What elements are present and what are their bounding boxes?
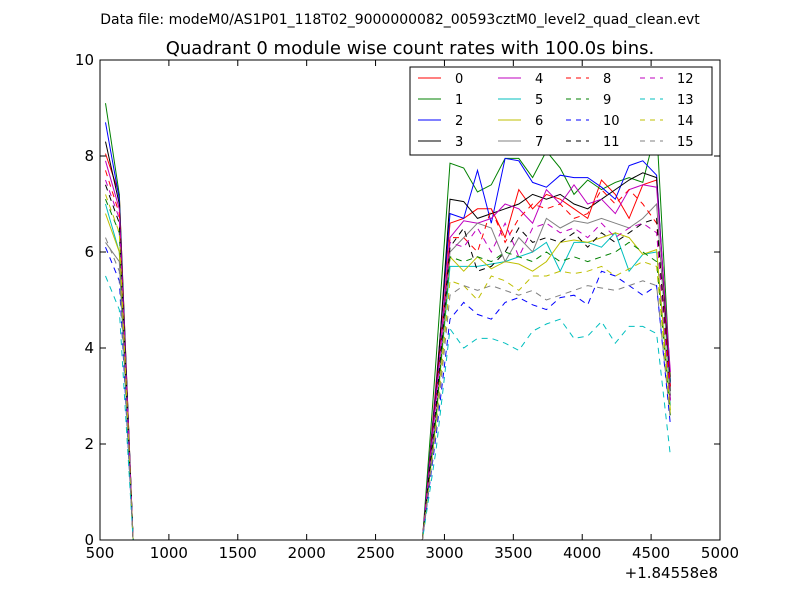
legend-label-14: 14 (677, 114, 694, 129)
x-tick-label: 5000 (701, 544, 739, 562)
legend-label-13: 13 (677, 93, 694, 108)
series-line-8 (105, 170, 671, 541)
y-tick-label: 6 (84, 243, 94, 261)
legend-label-9: 9 (603, 93, 611, 108)
series-line-15 (105, 237, 671, 541)
x-tick-label: 1000 (150, 544, 188, 562)
x-tick-label: 2500 (356, 544, 394, 562)
legend-label-7: 7 (535, 135, 543, 150)
y-tick-label: 10 (75, 51, 94, 69)
legend-label-11: 11 (603, 135, 620, 150)
series-line-14 (105, 194, 671, 541)
x-offset-label: +1.84558e8 (625, 564, 718, 582)
legend-label-1: 1 (455, 93, 463, 108)
legend-label-8: 8 (603, 72, 611, 87)
legend-label-0: 0 (455, 72, 463, 87)
legend-label-3: 3 (455, 135, 463, 150)
suptitle: Data file: modeM0/AS1P01_118T02_90000000… (100, 12, 700, 28)
legend-label-6: 6 (535, 114, 543, 129)
legend-label-5: 5 (535, 93, 543, 108)
legend-box (409, 66, 713, 156)
y-tick-label: 0 (84, 531, 94, 549)
y-tick-label: 2 (84, 435, 94, 453)
chart-title: Quadrant 0 module wise count rates with … (166, 38, 655, 59)
axes-frame (99, 59, 721, 541)
axes-layer: 500 1000 1500 2000 2500 3000 3500 4000 4500 5000 0… (75, 51, 739, 562)
legend-label-2: 2 (455, 114, 463, 129)
legend-label-4: 4 (535, 72, 543, 87)
x-tick-label: 4000 (563, 544, 601, 562)
x-tick-label: 1500 (219, 544, 257, 562)
x-tick-label: 4500 (632, 544, 670, 562)
x-tick-label: 2000 (288, 544, 326, 562)
x-tick-label: 500 (86, 544, 115, 562)
legend-label-15: 15 (677, 135, 694, 150)
x-tick-label: 3500 (494, 544, 532, 562)
legend-label-12: 12 (677, 72, 694, 87)
legend-label-10: 10 (603, 114, 620, 129)
x-tick-label: 3000 (425, 544, 463, 562)
y-tick-label: 4 (84, 339, 94, 357)
y-tick-label: 8 (84, 147, 94, 165)
